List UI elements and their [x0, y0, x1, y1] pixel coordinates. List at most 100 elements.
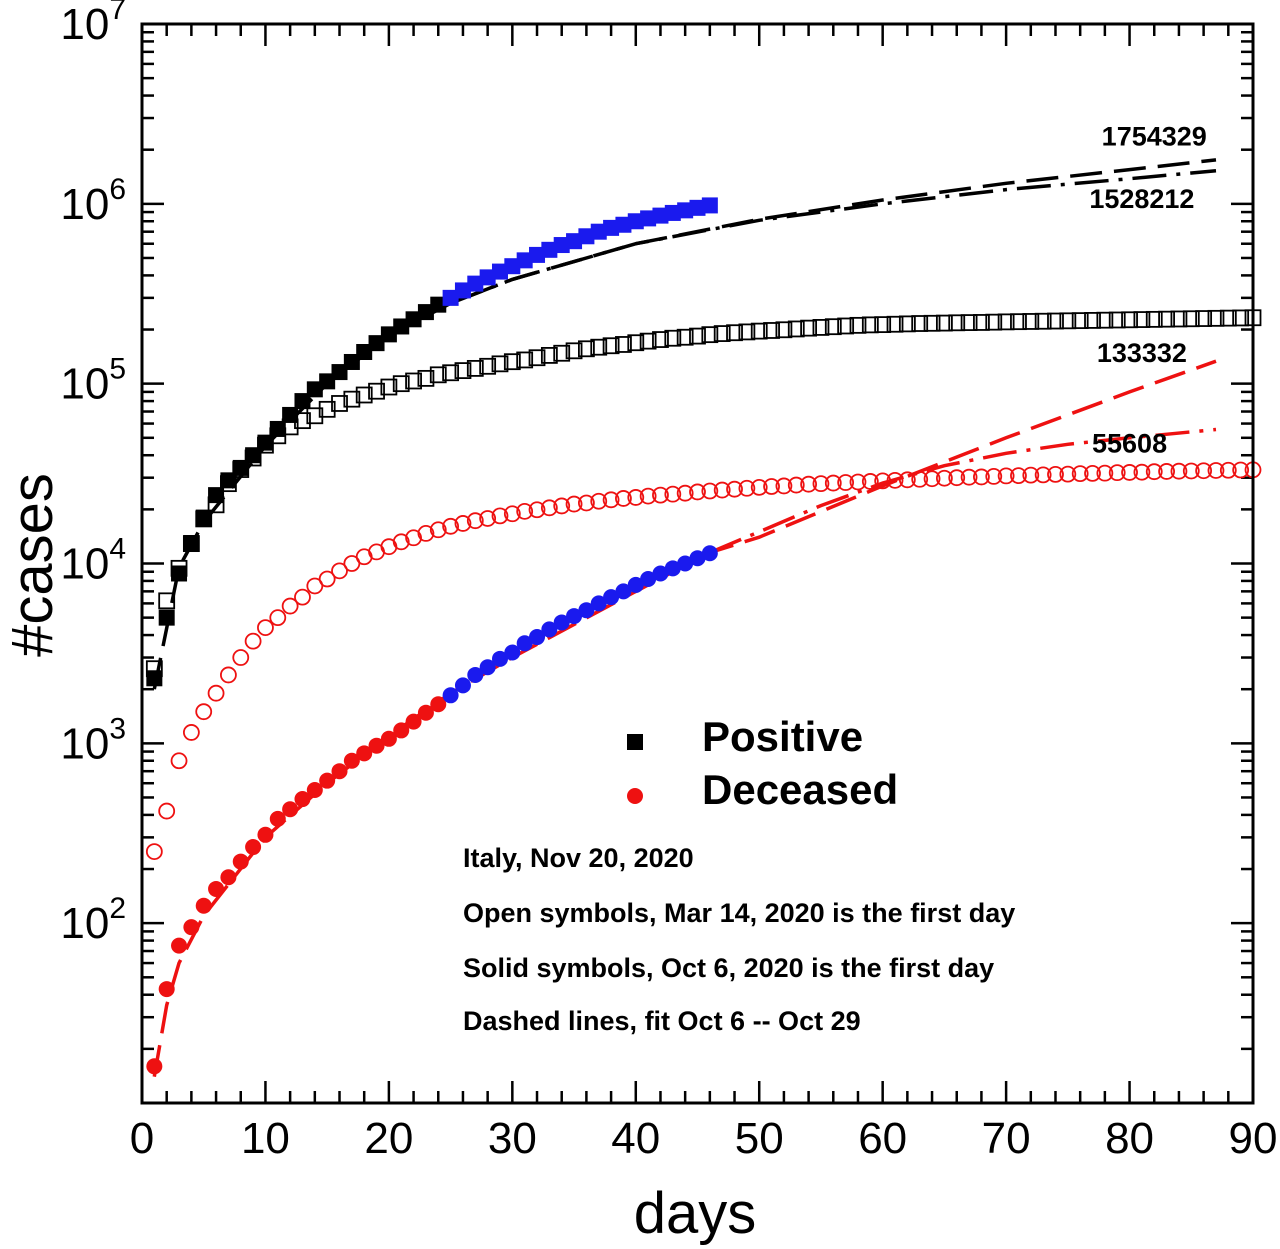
x-tick-label: 20: [364, 1114, 413, 1163]
data-point-square: [566, 233, 583, 250]
data-point-open-circle: [775, 477, 793, 495]
data-point-square: [504, 258, 521, 275]
data-point-open-square: [392, 375, 410, 393]
data-point-open-square: [1219, 309, 1237, 327]
data-point-open-square: [590, 338, 608, 356]
note-country-date: Italy, Nov 20, 2020: [463, 843, 694, 873]
legend-deceased-marker: [627, 788, 643, 804]
data-point-open-square: [997, 313, 1015, 331]
data-point-open-circle: [454, 515, 472, 532]
value-annotations: 1754329 1528212 133332 55608: [1089, 121, 1206, 458]
data-point-circle: [454, 677, 471, 694]
data-point-open-circle: [701, 482, 719, 500]
data-point-open-circle: [861, 473, 879, 490]
data-point-open-circle: [689, 483, 706, 501]
data-point-open-circle: [503, 505, 521, 523]
data-point-open-square: [627, 334, 645, 352]
data-point-square: [257, 434, 274, 451]
data-point-open-square: [1121, 311, 1138, 329]
data-point-open-circle: [1108, 464, 1126, 482]
data-point-open-square: [380, 378, 398, 396]
fit-line: [709, 427, 1217, 555]
data-point-square: [356, 343, 373, 360]
data-point-open-circle: [540, 499, 558, 517]
data-point-open-square: [516, 351, 534, 369]
data-point-open-circle: [479, 510, 497, 527]
data-point-open-square: [812, 319, 830, 336]
data-point-open-square: [578, 340, 595, 358]
data-point-open-square: [503, 353, 521, 371]
data-point-circle: [664, 560, 681, 577]
data-point-open-square: [553, 344, 571, 362]
data-point-open-square: [973, 314, 990, 331]
data-point-open-square: [417, 369, 435, 387]
data-point-open-circle: [948, 469, 966, 487]
data-point-open-circle: [874, 472, 892, 490]
data-point-open-circle: [331, 562, 348, 580]
data-point-square: [294, 393, 311, 410]
x-tick-label: 0: [130, 1114, 154, 1163]
data-point-open-circle: [886, 471, 904, 489]
data-point-open-circle: [281, 597, 299, 615]
fit-lines: [152, 158, 1217, 1077]
note-dashed-lines: Dashed lines, fit Oct 6 -- Oct 29: [463, 1006, 861, 1036]
data-point-square: [269, 420, 286, 437]
data-point-open-circle: [195, 703, 213, 721]
data-point-open-square: [1022, 313, 1040, 330]
data-point-open-circle: [898, 471, 916, 489]
value-annotation: 55608: [1092, 429, 1167, 459]
value-annotation: 1754329: [1102, 121, 1207, 151]
legend-positive-marker: [627, 734, 643, 750]
data-point-circle: [232, 853, 249, 870]
data-point-circle: [652, 565, 669, 582]
data-point-open-square: [750, 322, 768, 340]
data-point-open-circle: [676, 484, 694, 502]
data-point-open-square: [935, 314, 953, 332]
data-point-open-circle: [997, 467, 1015, 485]
data-point-open-circle: [726, 480, 743, 498]
data-point-circle: [331, 763, 348, 780]
data-point-open-square: [800, 319, 817, 337]
x-tick-label: 90: [1229, 1114, 1278, 1163]
data-point-open-circle: [1010, 467, 1027, 485]
x-tick-label: 80: [1105, 1114, 1154, 1163]
data-point-open-circle: [935, 469, 953, 487]
x-tick-label: 60: [858, 1114, 907, 1163]
data-point-open-square: [824, 318, 842, 336]
data-point-square: [664, 204, 681, 221]
data-point-open-square: [1195, 310, 1213, 327]
data-point-circle: [171, 937, 188, 954]
data-point-square: [158, 609, 175, 626]
data-point-open-circle: [1145, 463, 1163, 481]
x-tick-label: 40: [611, 1114, 660, 1163]
data-point-open-square: [442, 364, 460, 382]
data-point-open-circle: [1158, 463, 1175, 480]
data-point-open-circle: [158, 802, 176, 820]
data-point-open-circle: [960, 468, 978, 486]
data-point-square: [640, 210, 657, 227]
note-solid-symbols: Solid symbols, Oct 6, 2020 is the first …: [463, 953, 994, 983]
data-point-square: [652, 207, 669, 224]
data-point-open-circle: [1034, 466, 1052, 484]
note-open-symbols: Open symbols, Mar 14, 2020 is the first …: [463, 898, 1015, 928]
data-point-open-circle: [405, 529, 422, 547]
y-tick-label: 104: [60, 533, 126, 589]
data-point-open-square: [1059, 312, 1077, 330]
data-point-circle: [701, 545, 718, 562]
open-markers: [145, 309, 1262, 861]
data-point-square: [331, 364, 348, 381]
data-point-open-circle: [1207, 462, 1225, 479]
data-point-open-square: [1133, 311, 1151, 328]
data-point-open-square: [923, 314, 941, 332]
data-point-open-circle: [837, 474, 855, 491]
data-point-square: [603, 219, 620, 236]
data-point-circle: [479, 659, 496, 676]
data-point-circle: [393, 722, 410, 739]
data-point-square: [232, 459, 249, 476]
data-point-open-circle: [170, 752, 188, 770]
data-point-open-circle: [491, 507, 509, 525]
data-point-open-circle: [1133, 463, 1151, 481]
data-point-circle: [306, 782, 323, 799]
data-point-square: [430, 296, 447, 313]
